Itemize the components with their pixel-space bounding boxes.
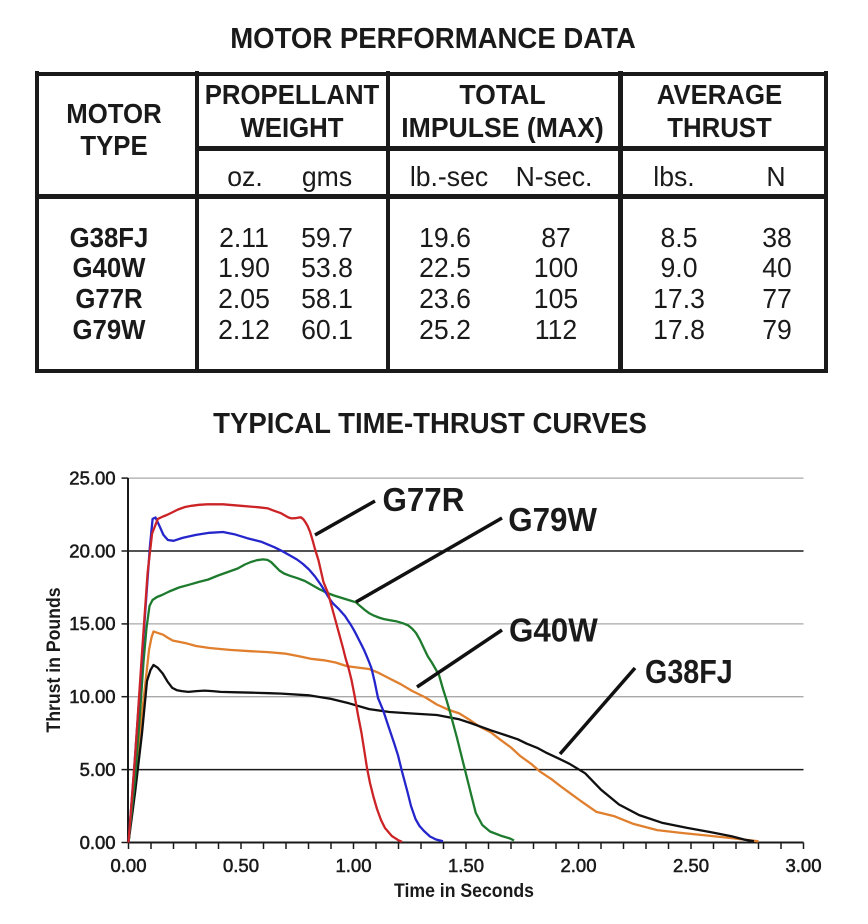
svg-text:2.00: 2.00 <box>560 855 596 876</box>
svg-text:20.00: 20.00 <box>69 540 115 561</box>
svg-text:25.00: 25.00 <box>69 467 115 488</box>
svg-text:1.50: 1.50 <box>448 855 484 876</box>
svg-text:Thrust in Pounds: Thrust in Pounds <box>42 587 64 732</box>
svg-text:0.00: 0.00 <box>110 855 146 876</box>
svg-text:15.00: 15.00 <box>69 613 115 634</box>
svg-text:5.00: 5.00 <box>80 759 116 780</box>
svg-text:0.50: 0.50 <box>223 855 259 876</box>
svg-text:G38FJ: G38FJ <box>645 653 733 690</box>
svg-text:2.50: 2.50 <box>673 855 709 876</box>
svg-text:1.00: 1.00 <box>335 855 371 876</box>
svg-text:G40W: G40W <box>509 612 598 649</box>
svg-text:0.00: 0.00 <box>80 832 116 853</box>
svg-text:Time in Seconds: Time in Seconds <box>394 879 534 901</box>
svg-text:3.00: 3.00 <box>785 855 821 876</box>
svg-text:G79W: G79W <box>508 501 597 538</box>
svg-text:G77R: G77R <box>383 481 465 518</box>
svg-text:10.00: 10.00 <box>69 686 115 707</box>
